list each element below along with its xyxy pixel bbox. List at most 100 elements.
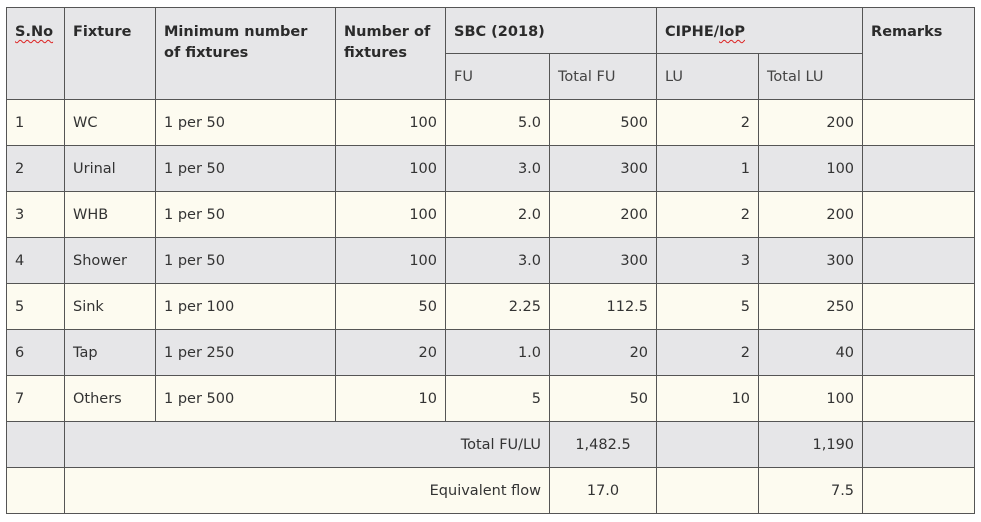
cell-sno[interactable]: 6 [6,329,65,376]
cell-fixture[interactable]: WHB [64,191,156,238]
cell-lu[interactable]: 2 [656,99,760,146]
table-row: 7 Others 1 per 500 10 5 50 10 100 [6,375,976,422]
cell-minimum[interactable]: 1 per 50 [155,99,336,146]
cell-total-lu[interactable]: 300 [758,237,864,284]
cell-sno[interactable]: 3 [6,191,65,238]
cell-minimum[interactable]: 1 per 50 [155,237,336,284]
cell-fixture[interactable]: Tap [64,329,156,376]
cell-minimum[interactable]: 1 per 50 [155,145,336,192]
header-remarks[interactable]: Remarks [862,7,976,100]
header-sno-label: S.No [15,24,54,40]
cell-fixture[interactable]: WC [64,99,156,146]
cell-empty[interactable] [656,467,760,514]
cell-lu[interactable]: 5 [656,283,760,330]
cell-total-lu[interactable]: 100 [758,145,864,192]
cell-total-fu[interactable]: 500 [548,99,658,146]
cell-fixture[interactable]: Shower [64,237,156,284]
cell-remarks[interactable] [862,145,976,192]
cell-total-fu[interactable]: 20 [548,329,658,376]
cell-number[interactable]: 20 [335,329,446,376]
equivalent-flow-row: Equivalent flow 17.0 7.5 [6,467,976,514]
header-row-sub: FU Total FU LU Total LU [7,53,975,100]
header-total-lu[interactable]: Total LU [758,53,864,100]
cell-lu[interactable]: 10 [656,375,760,422]
cell-total-lu[interactable]: 250 [758,283,864,330]
cell-fixture[interactable]: Sink [64,283,156,330]
cell-empty[interactable] [862,421,976,468]
cell-fixture[interactable]: Others [64,375,156,422]
cell-sno[interactable]: 2 [6,145,65,192]
header-lu[interactable]: LU [656,53,760,100]
cell-number[interactable]: 100 [335,191,446,238]
cell-remarks[interactable] [862,191,976,238]
cell-remarks[interactable] [862,283,976,330]
table-row: 4 Shower 1 per 50 100 3.0 300 3 300 [6,237,976,284]
cell-total-fu[interactable]: 200 [548,191,658,238]
cell-empty[interactable] [6,421,65,468]
cell-fixture[interactable]: Urinal [64,145,156,192]
cell-lu[interactable]: 2 [656,191,760,238]
header-ciphe[interactable]: CIPHE/IoP [656,7,864,54]
cell-remarks[interactable] [862,329,976,376]
cell-minimum[interactable]: 1 per 100 [155,283,336,330]
cell-lu[interactable]: 3 [656,237,760,284]
cell-number[interactable]: 100 [335,99,446,146]
cell-total-lu[interactable]: 40 [758,329,864,376]
cell-total-lu[interactable]: 200 [758,191,864,238]
cell-fu[interactable]: 3.0 [445,145,550,192]
cell-empty[interactable] [656,421,760,468]
cell-total-lu[interactable]: 100 [758,375,864,422]
header-minimum[interactable]: Minimum number of fixtures [155,7,336,100]
totals-label[interactable]: Total FU/LU [64,421,550,468]
header-sno[interactable]: S.No [6,7,65,100]
cell-sno[interactable]: 1 [6,99,65,146]
cell-total-fu[interactable]: 300 [548,237,658,284]
equivalent-fu[interactable]: 17.0 [548,467,658,514]
header-row-top: S.No Fixture Minimum number of fixtures … [6,7,976,100]
cell-lu[interactable]: 1 [656,145,760,192]
cell-empty[interactable] [862,467,976,514]
table-row: 1 WC 1 per 50 100 5.0 500 2 200 [6,99,976,146]
cell-total-fu[interactable]: 300 [548,145,658,192]
cell-sno[interactable]: 4 [6,237,65,284]
cell-sno[interactable]: 5 [6,283,65,330]
cell-fu[interactable]: 5 [445,375,550,422]
equivalent-lu[interactable]: 7.5 [758,467,864,514]
cell-number[interactable]: 50 [335,283,446,330]
cell-fu[interactable]: 3.0 [445,237,550,284]
cell-total-lu[interactable]: 200 [758,99,864,146]
cell-minimum[interactable]: 1 per 250 [155,329,336,376]
header-ciphe-prefix: CIPHE/ [665,24,720,40]
cell-number[interactable]: 10 [335,375,446,422]
fixture-units-table: S.No Fixture Minimum number of fixtures … [6,7,976,514]
totals-row: Total FU/LU 1,482.5 1,190 [6,421,976,468]
header-total-fu[interactable]: Total FU [548,53,658,100]
header-fixture[interactable]: Fixture [64,7,156,100]
cell-minimum[interactable]: 1 per 500 [155,375,336,422]
header-fu[interactable]: FU [445,53,550,100]
cell-total-fu[interactable]: 50 [548,375,658,422]
header-sbc[interactable]: SBC (2018) [444,7,658,54]
totals-total-fu[interactable]: 1,482.5 [548,421,658,468]
header-number[interactable]: Number of fixtures [335,7,446,100]
cell-sno[interactable]: 7 [6,375,65,422]
table-row: 3 WHB 1 per 50 100 2.0 200 2 200 [6,191,976,238]
cell-remarks[interactable] [862,375,976,422]
cell-lu[interactable]: 2 [656,329,760,376]
cell-fu[interactable]: 2.25 [445,283,550,330]
cell-empty[interactable] [6,467,65,514]
cell-remarks[interactable] [862,99,976,146]
cell-fu[interactable]: 5.0 [445,99,550,146]
cell-minimum[interactable]: 1 per 50 [155,191,336,238]
cell-total-fu[interactable]: 112.5 [548,283,658,330]
cell-remarks[interactable] [862,237,976,284]
cell-fu[interactable]: 1.0 [445,329,550,376]
equivalent-label[interactable]: Equivalent flow [64,467,550,514]
cell-number[interactable]: 100 [335,145,446,192]
table-row: 6 Tap 1 per 250 20 1.0 20 2 40 [6,329,976,376]
table-row: 2 Urinal 1 per 50 100 3.0 300 1 100 [6,145,976,192]
totals-total-lu[interactable]: 1,190 [758,421,864,468]
header-ciphe-suffix: IoP [719,24,745,40]
cell-fu[interactable]: 2.0 [445,191,550,238]
cell-number[interactable]: 100 [335,237,446,284]
